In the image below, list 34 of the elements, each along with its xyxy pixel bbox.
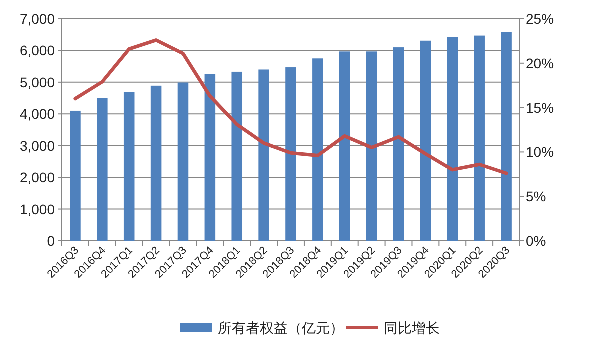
bar xyxy=(70,110,81,241)
bar xyxy=(97,98,108,241)
bar xyxy=(232,72,243,241)
bar xyxy=(150,86,162,241)
bar xyxy=(258,70,270,241)
y-tick-label: 3,000 xyxy=(20,138,56,154)
bar xyxy=(420,40,432,241)
y2-tick-label: 0% xyxy=(526,233,546,249)
bar xyxy=(124,92,135,241)
y-tick-label: 6,000 xyxy=(20,42,56,59)
y-tick-label: 2,000 xyxy=(20,170,56,186)
y-tick-label: 0 xyxy=(47,233,56,249)
y-tick-label: 5,000 xyxy=(20,74,56,90)
bar xyxy=(286,68,296,241)
y2-tick-label: 5% xyxy=(526,188,546,205)
bar xyxy=(366,52,378,241)
bar xyxy=(204,74,216,241)
bar xyxy=(501,32,512,241)
y-tick-label: 4,000 xyxy=(20,106,56,122)
y-tick-label: 7,000 xyxy=(20,11,56,27)
bar xyxy=(393,48,404,241)
bar xyxy=(447,37,458,241)
bar xyxy=(339,52,350,241)
y2-tick-label: 20% xyxy=(526,55,554,72)
legend-label: 同比增长 xyxy=(384,320,440,336)
y-tick-label: 1,000 xyxy=(20,201,56,218)
y2-tick-label: 10% xyxy=(526,144,554,160)
bar xyxy=(312,58,324,241)
line-series xyxy=(74,38,508,176)
bar xyxy=(178,82,189,241)
y2-tick-label: 15% xyxy=(526,100,554,116)
y2-tick-label: 25% xyxy=(526,11,554,27)
legend-label: 所有者权益（亿元） xyxy=(218,320,344,336)
bar xyxy=(474,36,485,241)
